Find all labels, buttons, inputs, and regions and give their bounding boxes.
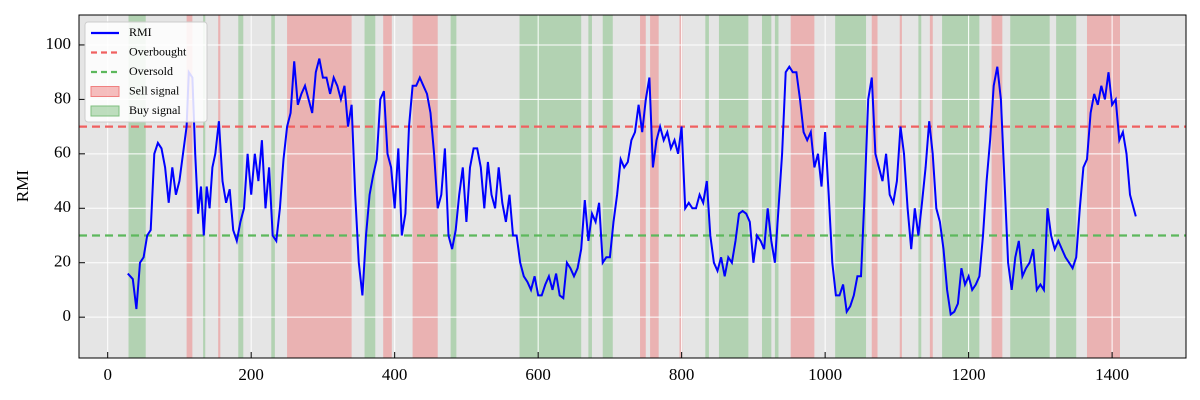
legend-swatch bbox=[90, 105, 120, 117]
x-tick-label: 0 bbox=[103, 365, 112, 384]
rmi-line bbox=[127, 58, 1137, 317]
signal-span bbox=[383, 15, 392, 358]
legend-label: Sell signal bbox=[129, 83, 180, 97]
x-tick-label: 1000 bbox=[808, 365, 842, 384]
x-tick-label: 1400 bbox=[1095, 365, 1129, 384]
signal-span bbox=[790, 15, 815, 358]
x-tick-label: 600 bbox=[525, 365, 551, 384]
signal-span bbox=[835, 15, 867, 358]
signal-span bbox=[602, 15, 613, 358]
signal-span bbox=[718, 15, 749, 358]
signal-span bbox=[519, 15, 582, 358]
y-tick-label: 20 bbox=[54, 252, 71, 271]
y-tick-label: 80 bbox=[54, 88, 71, 107]
signal-span bbox=[899, 15, 902, 358]
signal-span bbox=[640, 15, 646, 358]
signal-span bbox=[364, 15, 376, 358]
signal-span bbox=[761, 15, 772, 358]
signal-span bbox=[679, 15, 683, 358]
y-tick-label: 100 bbox=[46, 34, 72, 53]
signal-span bbox=[942, 15, 980, 358]
signal-span bbox=[287, 15, 352, 358]
x-tick-label: 200 bbox=[238, 365, 264, 384]
signal-span bbox=[929, 15, 933, 358]
signal-span bbox=[238, 15, 244, 358]
signal-span bbox=[588, 15, 592, 358]
legend-label: Oversold bbox=[129, 64, 173, 78]
signal-span bbox=[871, 15, 878, 358]
y-tick-label: 0 bbox=[63, 306, 72, 325]
legend-swatch bbox=[90, 86, 120, 97]
signal-span bbox=[650, 15, 659, 358]
y-tick-label: 60 bbox=[54, 143, 71, 162]
signal-span bbox=[186, 15, 193, 358]
x-tick-label: 800 bbox=[669, 365, 695, 384]
legend-label: RMI bbox=[129, 25, 152, 39]
y-axis-label: RMI bbox=[13, 170, 32, 202]
signal-span bbox=[918, 15, 922, 358]
signal-span bbox=[1056, 15, 1077, 358]
signal-span bbox=[203, 15, 206, 358]
legend-label: Overbought bbox=[129, 44, 187, 58]
signal-span bbox=[271, 15, 275, 358]
signal-span bbox=[1086, 15, 1120, 358]
legend-label: Buy signal bbox=[129, 103, 181, 117]
y-tick-label: 40 bbox=[54, 197, 71, 216]
signal-span bbox=[991, 15, 1003, 358]
plot-frame bbox=[78, 14, 1187, 359]
signal-span bbox=[450, 15, 457, 358]
signal-span bbox=[412, 15, 438, 358]
x-tick-label: 400 bbox=[382, 365, 408, 384]
signal-span bbox=[774, 15, 779, 358]
x-tick-label: 1200 bbox=[952, 365, 986, 384]
signal-span bbox=[1010, 15, 1050, 358]
signal-span bbox=[218, 15, 221, 358]
